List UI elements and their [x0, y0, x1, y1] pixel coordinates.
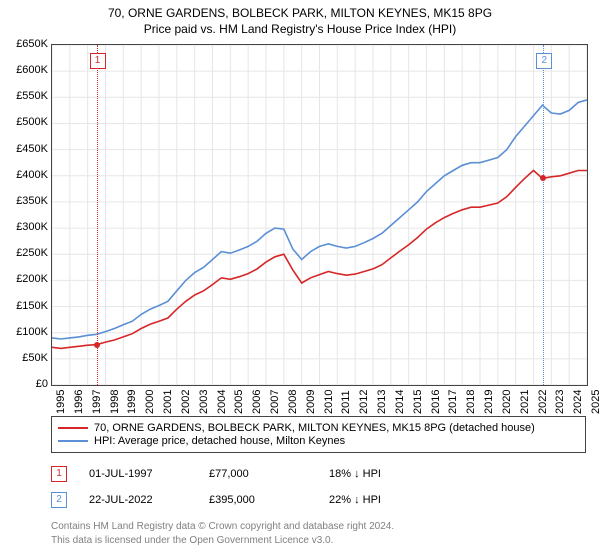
transaction-row-2: 2 22-JUL-2022 £395,000 22% ↓ HPI	[51, 492, 586, 508]
x-tick-label: 2004	[216, 390, 228, 414]
x-tick-label: 2005	[233, 390, 245, 414]
sale-marker-dot	[94, 342, 100, 348]
y-tick-label: £500K	[2, 116, 48, 128]
transaction-marker-2-icon: 2	[51, 492, 67, 508]
chart-title-line2: Price paid vs. HM Land Registry's House …	[0, 22, 600, 36]
x-tick-label: 2022	[537, 390, 549, 414]
legend-swatch-price-paid	[58, 427, 88, 429]
x-tick-label: 2003	[198, 390, 210, 414]
x-tick-label: 2014	[394, 390, 406, 414]
x-tick-label: 2002	[180, 390, 192, 414]
transaction-2-delta: 22% ↓ HPI	[329, 494, 449, 506]
x-tick-label: 2025	[590, 390, 600, 414]
x-tick-label: 1996	[73, 390, 85, 414]
transaction-1-date: 01-JUL-1997	[89, 468, 209, 480]
x-tick-label: 2024	[572, 390, 584, 414]
legend-label-price-paid: 70, ORNE GARDENS, BOLBECK PARK, MILTON K…	[94, 422, 535, 434]
x-tick-label: 2015	[412, 390, 424, 414]
y-tick-label: £100K	[2, 326, 48, 338]
attribution-line2: This data is licensed under the Open Gov…	[51, 534, 586, 548]
chart-svg	[52, 45, 587, 385]
transaction-1-delta: 18% ↓ HPI	[329, 468, 449, 480]
x-tick-label: 2008	[287, 390, 299, 414]
y-tick-label: £600K	[2, 64, 48, 76]
x-tick-label: 2018	[465, 390, 477, 414]
y-tick-label: £50K	[2, 352, 48, 364]
x-tick-label: 1995	[55, 390, 67, 414]
transaction-marker-1-icon: 1	[51, 466, 67, 482]
x-tick-label: 2016	[430, 390, 442, 414]
x-tick-label: 2012	[358, 390, 370, 414]
x-tick-label: 2010	[323, 390, 335, 414]
y-tick-label: £0	[2, 378, 48, 390]
y-tick-label: £150K	[2, 300, 48, 312]
legend-item-price-paid: 70, ORNE GARDENS, BOLBECK PARK, MILTON K…	[58, 422, 579, 434]
x-tick-label: 1997	[91, 390, 103, 414]
transaction-2-date: 22-JUL-2022	[89, 494, 209, 506]
transaction-2-price: £395,000	[209, 494, 329, 506]
y-tick-label: £400K	[2, 169, 48, 181]
sale-marker-vline	[543, 45, 544, 385]
chart-title-line1: 70, ORNE GARDENS, BOLBECK PARK, MILTON K…	[0, 6, 600, 20]
sale-marker-vline	[97, 45, 98, 385]
y-tick-label: £550K	[2, 90, 48, 102]
sale-marker-box: 2	[536, 53, 552, 69]
sale-marker-dot	[540, 175, 546, 181]
x-tick-label: 2000	[144, 390, 156, 414]
legend-item-hpi: HPI: Average price, detached house, Milt…	[58, 435, 579, 447]
y-tick-label: £350K	[2, 195, 48, 207]
x-tick-label: 2021	[519, 390, 531, 414]
x-tick-label: 1999	[126, 390, 138, 414]
x-tick-label: 2001	[162, 390, 174, 414]
transaction-1-price: £77,000	[209, 468, 329, 480]
attribution-line1: Contains HM Land Registry data © Crown c…	[51, 520, 586, 534]
legend-swatch-hpi	[58, 440, 88, 442]
transaction-row-1: 1 01-JUL-1997 £77,000 18% ↓ HPI	[51, 466, 586, 482]
x-tick-label: 2011	[340, 390, 352, 414]
x-tick-label: 2023	[554, 390, 566, 414]
x-tick-label: 2007	[269, 390, 281, 414]
x-tick-label: 2006	[251, 390, 263, 414]
x-tick-label: 2013	[376, 390, 388, 414]
attribution: Contains HM Land Registry data © Crown c…	[51, 520, 586, 547]
y-tick-label: £300K	[2, 221, 48, 233]
sale-marker-box: 1	[90, 53, 106, 69]
y-tick-label: £200K	[2, 273, 48, 285]
x-tick-label: 2019	[483, 390, 495, 414]
y-tick-label: £250K	[2, 247, 48, 259]
x-tick-label: 2009	[305, 390, 317, 414]
x-tick-label: 1998	[109, 390, 121, 414]
chart-plot-area: 12	[51, 44, 588, 386]
x-tick-label: 2020	[501, 390, 513, 414]
y-tick-label: £650K	[2, 38, 48, 50]
legend-label-hpi: HPI: Average price, detached house, Milt…	[94, 435, 345, 447]
y-tick-label: £450K	[2, 143, 48, 155]
x-tick-label: 2017	[447, 390, 459, 414]
chart-legend: 70, ORNE GARDENS, BOLBECK PARK, MILTON K…	[51, 416, 586, 453]
